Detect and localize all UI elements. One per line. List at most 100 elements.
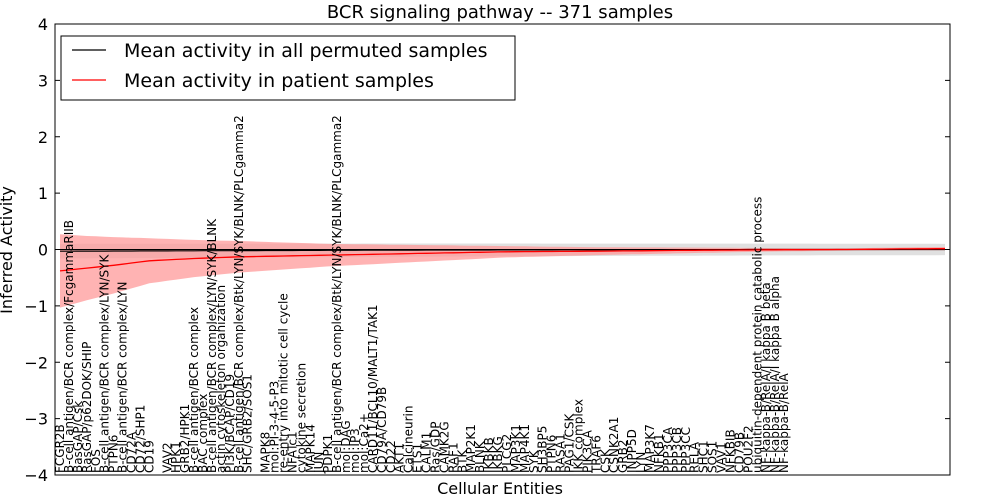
entity-label: CD79B [732,432,746,473]
entity-label: actin cytoskeleton organization [214,285,228,473]
entity-label: SOS1 [706,441,720,473]
confidence-bands [60,234,945,308]
entity-label: PIK3CA [580,429,594,473]
entity-label: MAP3K7 [643,424,657,473]
entity-label: mol:DAG [339,420,353,473]
entity-label: CALM1 [420,432,434,473]
entity-label: B-cell antigen/BCR complex/Btk/LYN/SYK/B… [232,115,246,473]
entity-label: NFKBIB [724,429,738,473]
legend-box [60,35,516,101]
entity-label: B-cell antigen/BCR complex/Btk/LYN/SYK/B… [330,115,344,473]
entity-label: NFKB1 [652,433,666,473]
entity-label: CD72A [125,431,139,473]
chart-title: BCR signaling pathway -- 371 samples [327,2,673,23]
entity-label: BasGAP/Csk [71,401,85,473]
entity-label: NF-kappa-B/RelA/I kappa B alpha [768,276,782,473]
entity-label: IKK complex [572,399,586,473]
entity-label: SYK [527,449,541,473]
entity-label: BAC complex [196,394,210,473]
entity-label: PPP3CC [679,427,693,473]
entity-label: BTK [455,448,469,473]
entity-label: MAP4K1 [518,424,532,473]
entity-label: MAPK14 [303,424,317,473]
entity-label: NF-kappa-B/RelA/I kappa B beta [759,282,773,473]
entity-label: PLCG2 [500,434,514,473]
entity-label: GRB2 [616,440,630,474]
y-tick-label: 3 [38,71,48,90]
entity-label: SHC1 [697,440,711,473]
entity-label: SHC/GRB2/SOS1 [241,374,255,473]
entity-label: mol:PI-3-4-5-P3 [268,381,282,473]
entity-label: GRB2/HPK1 [178,404,192,473]
y-axis: 4 3 2 1 0 −1 −2 −3 −4 [24,15,950,485]
entity-label: POU2F2 [741,425,755,473]
entity-label: INPP5D [625,429,639,473]
entity-label: PTPN6 [545,435,559,473]
entity-label: RAF1 [446,442,460,473]
entity-label: MAPK8 [259,432,273,473]
entity-label: B-cell antigen/BCR complex/LYN/SYK/BLNK [205,218,219,473]
entity-label: RasGAP/p62DOK/SHIP [80,342,94,473]
entity-label: LYN [634,452,648,473]
entity-label: MAP2K1 [464,424,478,473]
entity-label: PTPN6 [107,435,121,473]
entity-label: ubiquitin-dependent protein catabolic pr… [750,197,764,473]
entity-label: VAV1 [715,442,729,473]
entity-label: RASA1 [554,433,568,473]
legend-label-patient: Mean activity in patient samples [124,70,434,92]
entity-label: TRAF6 [589,435,603,474]
entity-label: NFATc1 [285,431,299,473]
entity-label: CSNK2A1 [607,417,621,473]
entity-label: Ras/GDP [429,422,443,474]
y-tick-label: −2 [24,353,48,372]
entity-label: FOS [89,449,103,473]
x-axis-label: Cellular Entities [437,479,563,498]
y-tick-label: −3 [24,410,48,429]
entity-label: Calcineurin [402,405,416,472]
entity-label: IKBKG [491,436,505,473]
entity-label: HPK1 [169,441,183,473]
entity-label: BLNK [473,440,487,473]
entity-label: JUN [312,452,326,474]
entity-label: CD72/SHP1 [134,405,148,473]
entity-label: cytokine secretion [294,363,308,473]
patient-mean-line [59,248,945,272]
entity-label: CARD11/BCL10/MALT1/TAK1 [366,304,380,473]
y-tick-label: 4 [38,15,48,34]
entity-label: B-cell antigen/BCR complex/LYN [116,281,130,473]
entity-label: CAMK2G [437,421,451,473]
entity-label: PI3K/BCAP/CD19 [223,374,237,473]
patient-band [60,234,945,308]
entity-label: PAG1/CSK [563,413,577,473]
y-tick-label: 0 [38,241,48,260]
entity-label: re-entry into mitotic cell cycle [277,293,291,473]
entity-label: VAV2 [160,442,174,473]
y-axis-label: Inferred Activity [0,186,16,314]
entity-label: mol:IP3 [348,428,362,473]
entity-label: B-cell antigen/BCR complex/LYN/SYK [98,253,112,473]
y-tick-label: 1 [38,184,48,203]
entity-label: NF-kappa-B/RelA [777,372,791,473]
entity-label: ETS1 [411,443,425,473]
legend-label-permuted: Mean activity in all permuted samples [124,40,487,62]
entity-label: FCGR2B [53,424,67,473]
entity-label: IKBKB [482,437,496,473]
entity-label: CD22 [384,440,398,473]
legend: Mean activity in all permuted samples Me… [60,35,516,101]
entity-label: B-cell antigen/BCR complex [187,307,201,473]
entity-label: CSK [598,448,612,473]
entity-label: RELA [688,441,702,473]
entity-label: B-cell antigen/BCR complex/FcgammaRIIB [62,220,76,473]
entity-label: CD79A/CD79B [375,387,389,473]
entity-label: PPP3CB [670,427,684,473]
y-tick-label: −4 [24,466,48,485]
entity-label: AKT1 [393,443,407,473]
entity-label: CD19 [142,440,156,473]
entity-label: PDPK1 [321,434,335,473]
entity-label: PPP3CA [661,426,675,473]
y-tick-label: −1 [24,297,48,316]
y-tick-label: 2 [38,128,48,147]
entity-label: MAP3K1 [509,424,523,473]
